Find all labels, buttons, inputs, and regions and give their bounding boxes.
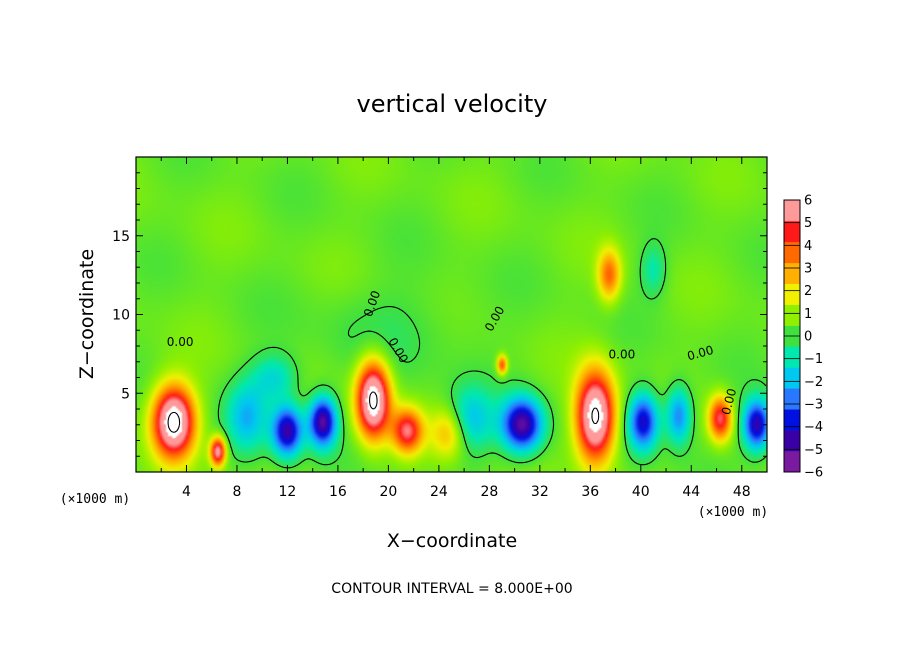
colorbar-tick-label: 0: [804, 330, 812, 345]
x-tick-label: 16: [329, 484, 347, 500]
contour-label-5: 0.00: [686, 343, 715, 363]
colorbar-tick-label: −3: [804, 398, 823, 413]
x-axis-label: X−coordinate: [387, 530, 517, 552]
colorbar-tick-label: −4: [804, 420, 823, 435]
colorbar-segment: [784, 220, 800, 243]
colorbar-segment: [784, 241, 800, 264]
contour-label-6: 0.00: [719, 387, 739, 416]
x-unit-label-left: (×1000 m): [60, 492, 130, 507]
x-tick-label: 12: [279, 484, 297, 500]
colorbar-tick-label: 4: [804, 239, 812, 254]
contour-label-4: 0.00: [609, 348, 636, 362]
colorbar-tick-label: 1: [804, 307, 812, 322]
colorbar-segment: [784, 283, 800, 305]
contour-level-8: [167, 391, 600, 433]
x-tick-label: 44: [682, 484, 700, 500]
colorbar-segment: [784, 262, 800, 284]
colorbar-segment: [784, 430, 800, 452]
x-tick-label: 36: [581, 484, 599, 500]
x-unit-label-right: (×1000 m): [698, 505, 768, 520]
x-tick-label: 40: [632, 484, 650, 500]
contour-level-0: [217, 238, 767, 469]
colorbar-tick-label: −2: [804, 375, 823, 390]
y-axis-label: Z−coordinate: [76, 249, 98, 379]
colorbar-segment: [784, 409, 800, 431]
x-tick-label: 4: [182, 484, 191, 500]
colorbar-segment: [784, 388, 800, 410]
y-tick-label: 10: [112, 308, 130, 324]
chart-title: vertical velocity: [357, 90, 548, 118]
colorbar-tick-label: 5: [804, 216, 812, 231]
colorbar-segment: [784, 346, 800, 368]
colorbar-segment: [784, 200, 800, 222]
x-axis: 4 8 12 16 20 24 28 32 36 40 44 48: [160, 157, 751, 500]
colorbar-tick-label: 3: [804, 262, 812, 277]
y-tick-label: 15: [112, 229, 130, 245]
colorbar-tick-label: −1: [804, 352, 823, 367]
x-tick-label: 24: [430, 484, 448, 500]
contour-label-0: 0.00: [167, 335, 194, 349]
colorbar-tick-label: −5: [804, 443, 823, 458]
colorbar: 6 5 4 3 2 1 0 −1 −2 −3 −4 −5 −6: [783, 194, 823, 481]
heatmap-image: [136, 157, 767, 472]
y-axis: 5 10 15: [112, 172, 767, 457]
colorbar-segment: [784, 304, 800, 326]
colorbar-tick-label: 2: [804, 284, 812, 299]
contour-interval-note: CONTOUR INTERVAL = 8.000E+00: [331, 581, 572, 597]
y-tick-label: 5: [121, 386, 130, 402]
plot-area: 0.000.000.000.00 0.00 0.000.00: [135, 156, 768, 473]
x-tick-label: 8: [232, 484, 241, 500]
x-tick-label: 20: [379, 484, 397, 500]
x-tick-label: 32: [531, 484, 549, 500]
x-tick-label: 28: [480, 484, 498, 500]
colorbar-tick-label: −6: [804, 466, 823, 481]
colorbar-segment: [784, 367, 800, 389]
x-tick-label: 48: [733, 484, 751, 500]
colorbar-segment: [784, 451, 800, 473]
colorbar-tick-label: 6: [804, 194, 812, 209]
